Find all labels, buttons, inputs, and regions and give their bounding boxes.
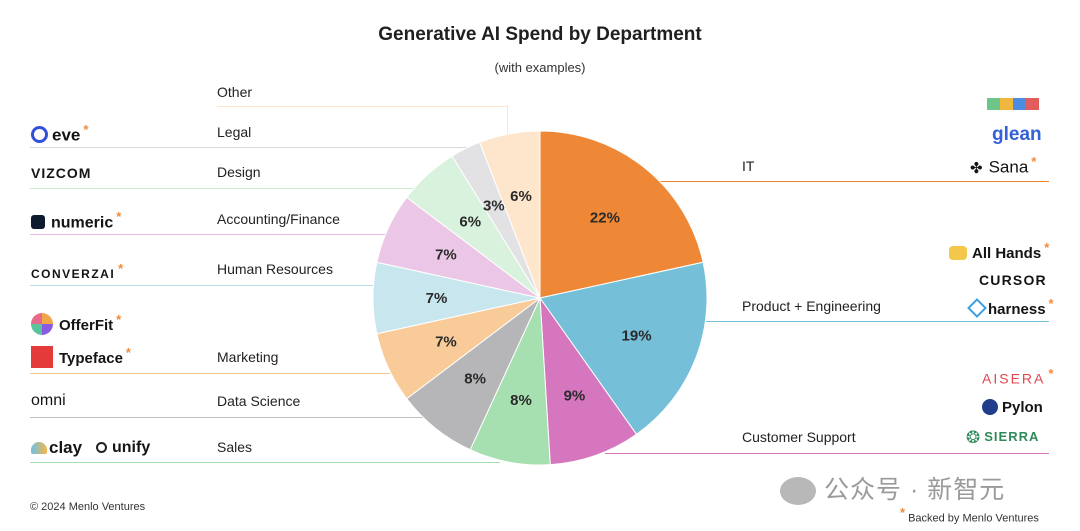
dust-icon	[987, 98, 1039, 110]
label-product-engineering: Product + Engineering	[742, 298, 881, 314]
dust-logo	[987, 97, 1039, 115]
numeric-logo: numeric *	[31, 209, 121, 232]
marketing-connector	[30, 373, 390, 374]
eve-icon	[31, 125, 48, 143]
pie-value-label: 7%	[426, 290, 448, 307]
label-legal: Legal	[217, 124, 252, 140]
pie-slice-customer-support	[539, 296, 638, 466]
label-design: Design	[217, 164, 261, 180]
support-connector	[605, 453, 1049, 454]
sales-connector	[30, 462, 500, 463]
sana-logo: ✤ Sana *	[970, 154, 1037, 177]
pie-value-label: 7%	[435, 247, 457, 264]
chart-subtitle: (with examples)	[494, 60, 586, 75]
label-accounting-finance: Accounting/Finance	[217, 211, 340, 227]
label-it: IT	[742, 158, 755, 174]
sierra-logo: ❂ SIERRA	[966, 428, 1040, 447]
allhands-icon	[949, 246, 967, 260]
typeface-icon	[31, 346, 53, 368]
label-marketing: Marketing	[217, 349, 279, 365]
label-sales: Sales	[217, 439, 253, 455]
watermark: 公众号 · 新智元	[780, 470, 1005, 506]
pie-value-label: 3%	[483, 197, 505, 214]
it-connector	[650, 181, 1049, 182]
label-data-science: Data Science	[217, 393, 301, 409]
pie-slice-it	[539, 130, 704, 299]
wechat-icon	[780, 477, 816, 506]
label-customer-support: Customer Support	[742, 429, 856, 445]
numeric-icon	[31, 215, 45, 230]
pylon-logo: Pylon	[982, 399, 1043, 416]
legal-connector	[30, 147, 470, 148]
typeface-logo: Typeface *	[31, 345, 131, 368]
pie-slice-product-engineering	[539, 261, 708, 436]
design-connector	[30, 188, 430, 189]
allhands-logo: All Hands *	[949, 240, 1049, 262]
unify-shield-icon	[96, 442, 107, 453]
backed-note: * Backed by Menlo Ventures	[900, 505, 1039, 525]
pie-value-label: 7%	[435, 333, 457, 350]
vizcom-logo: VIZCOM	[31, 165, 92, 181]
label-other: Other	[217, 84, 253, 100]
pie-value-label: 6%	[459, 213, 481, 230]
cursor-logo: CURSOR	[979, 272, 1047, 288]
pie-value-label: 22%	[590, 209, 620, 226]
pie-value-label: 8%	[510, 392, 532, 409]
pie-value-label: 6%	[510, 188, 532, 205]
converzai-logo: CONVERZAI *	[31, 261, 125, 281]
eve-logo: eve *	[31, 122, 88, 146]
clay-logo: clay	[31, 438, 82, 458]
pylon-icon	[982, 399, 998, 415]
harness-icon	[967, 298, 987, 318]
unify-logo: unify	[96, 439, 150, 457]
copyright: © 2024 Menlo Ventures	[30, 501, 146, 513]
sierra-icon: ❂	[966, 428, 982, 447]
pie-slice-other	[479, 130, 541, 299]
harness-logo: harness *	[967, 296, 1054, 318]
omni-logo: omni	[31, 392, 66, 409]
label-human-resources: Human Resources	[217, 261, 333, 277]
other-connector	[217, 106, 507, 107]
datascience-connector	[30, 417, 430, 418]
offerfit-icon	[31, 313, 53, 335]
other-connector-v	[507, 106, 508, 138]
pie-value-label: 8%	[464, 371, 486, 388]
offerfit-logo: OfferFit *	[31, 312, 121, 335]
product-connector	[705, 321, 1049, 322]
chart-title: Generative AI Spend by Department	[378, 24, 702, 45]
clay-icon	[31, 442, 47, 454]
aisera-logo: AISERA *	[982, 366, 1056, 387]
accounting-connector	[30, 234, 400, 235]
pie-value-label: 9%	[564, 388, 586, 405]
sana-icon: ✤	[970, 159, 983, 177]
glean-logo: glean	[992, 124, 1042, 145]
hr-connector	[30, 285, 380, 286]
pie-value-label: 19%	[622, 327, 652, 344]
